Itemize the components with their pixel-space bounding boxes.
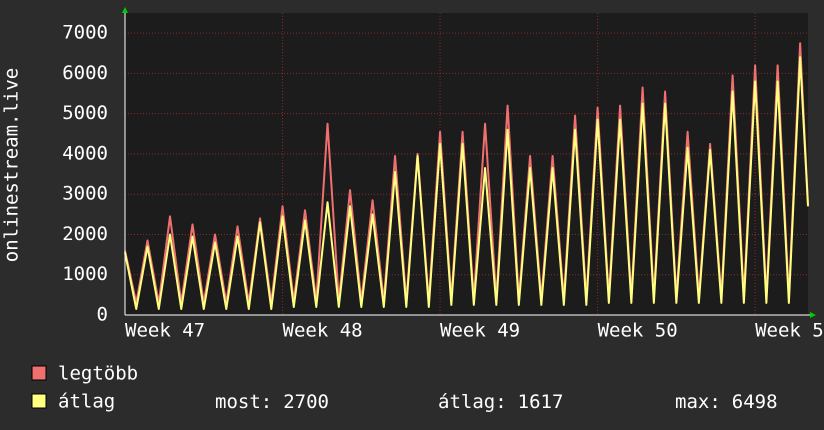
x-tick-label: Week 47: [125, 320, 205, 342]
y-tick-label: 5000: [62, 102, 108, 124]
arrow: [810, 312, 816, 318]
x-tick-label: Week 50: [598, 320, 678, 342]
legend-label: legtöbb: [58, 363, 138, 385]
y-tick-label: 6000: [62, 62, 108, 84]
stat-label: átlag:: [438, 391, 507, 413]
y-tick-label: 2000: [62, 223, 108, 245]
y-tick-label: 0: [97, 304, 108, 326]
stat: max: 6498: [675, 391, 778, 413]
legend: legtöbb átlag most: 2700 átlag: 1617 max: 6498: [31, 363, 778, 413]
y-tick-label: 4000: [62, 142, 108, 164]
stat-label: max:: [675, 391, 721, 413]
arrow: [122, 7, 128, 13]
x-tick-label: Week 49: [440, 320, 520, 342]
x-tick-label: Week 51: [755, 320, 824, 342]
stat: átlag: 1617: [438, 391, 563, 413]
stat-value: 2700: [283, 391, 329, 413]
legend-swatch: [31, 393, 47, 409]
y-axis-label: onlinestream.live: [1, 68, 23, 262]
stat-value: 1617: [518, 391, 564, 413]
plot-area: [125, 13, 808, 315]
y-tick-label: 7000: [62, 22, 108, 44]
legend-swatch: [31, 365, 47, 381]
stat-label: most:: [215, 391, 272, 413]
x-tick-label: Week 48: [283, 320, 363, 342]
y-tick-label: 1000: [62, 263, 108, 285]
legend-label: átlag: [58, 391, 115, 413]
stat: most: 2700: [215, 391, 329, 413]
series-line: [124, 56, 809, 310]
y-tick-label: 3000: [62, 183, 108, 205]
stat-value: 6498: [732, 391, 778, 413]
lines: [124, 42, 809, 310]
